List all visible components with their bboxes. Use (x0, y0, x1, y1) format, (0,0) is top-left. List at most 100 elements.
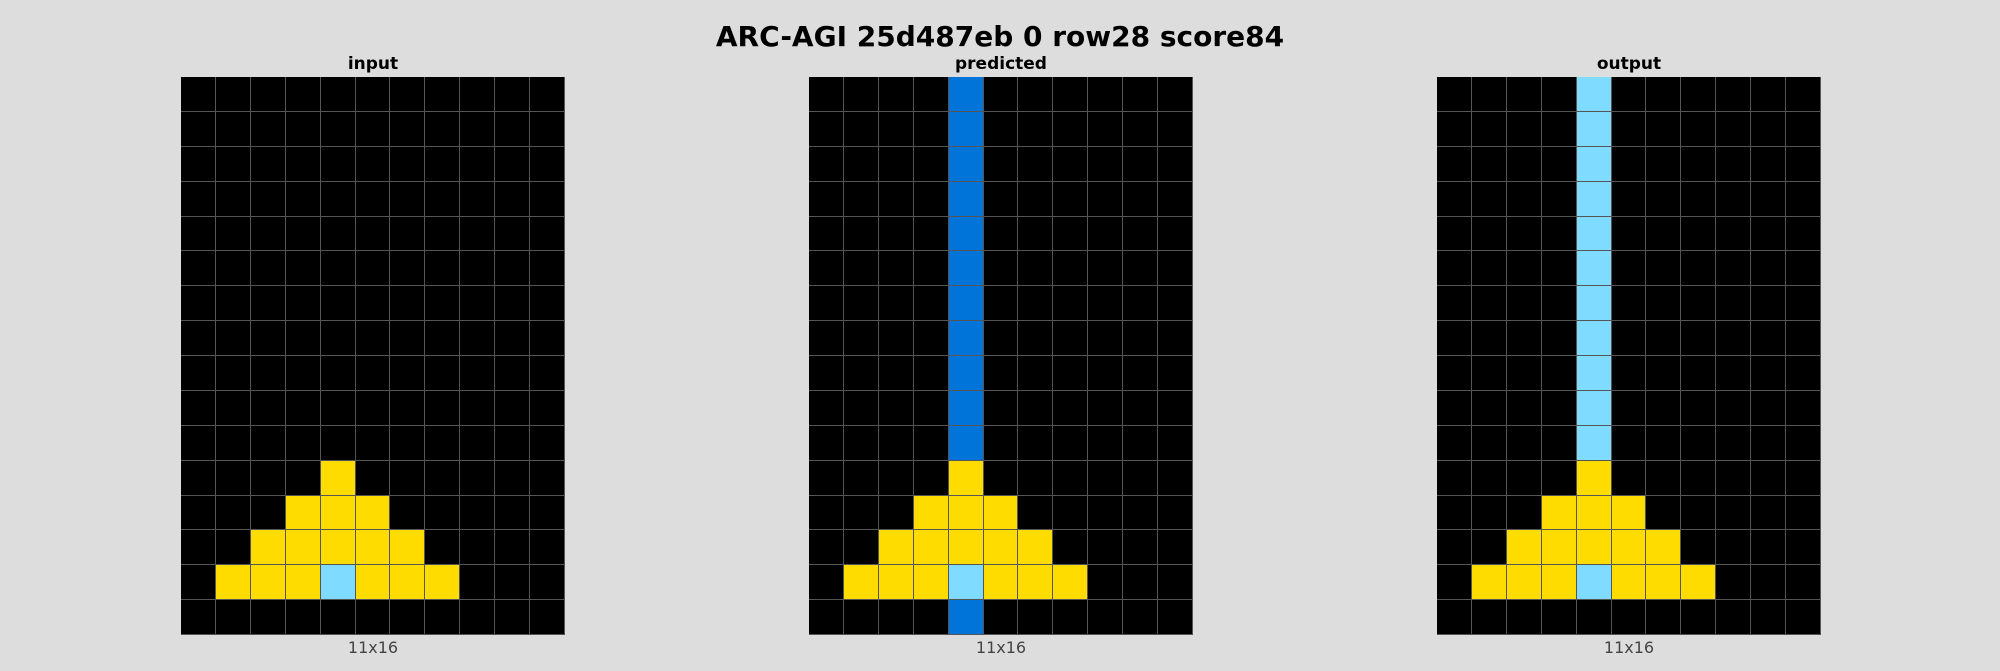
grid-cell (1786, 77, 1821, 112)
grid-cell (530, 146, 565, 182)
grid-cell (913, 530, 949, 566)
grid-cell (1158, 146, 1193, 182)
grid-cell (913, 146, 949, 182)
grid-cell (1716, 216, 1752, 252)
grid-cell (1646, 251, 1682, 287)
grid-cell (948, 425, 984, 461)
grid-cell (460, 181, 496, 217)
grid-cell (913, 111, 949, 147)
grid-cell (878, 181, 914, 217)
grid-cell (913, 425, 949, 461)
grid-cell (1437, 600, 1472, 635)
grid-cell (1751, 321, 1787, 356)
grid-cell (355, 565, 391, 601)
grid-cell (495, 77, 531, 112)
grid-cell (878, 390, 914, 426)
grid-cell (1786, 530, 1821, 566)
grid-cell (1506, 111, 1542, 147)
grid-cell (1437, 321, 1472, 356)
grid-cell (878, 460, 914, 496)
grid-cell (320, 251, 356, 287)
grid-cell (1123, 146, 1159, 182)
grid-cell (320, 216, 356, 252)
grid-cell (1646, 530, 1682, 566)
grid-cell (1158, 390, 1193, 426)
grid-cell (215, 390, 251, 426)
grid-cell (530, 181, 565, 217)
grid-cell (1716, 146, 1752, 182)
grid-cell (913, 181, 949, 217)
grid-cell (181, 565, 216, 601)
grid-cell (1786, 390, 1821, 426)
grid-cell (1681, 495, 1717, 531)
grid-cell (1018, 425, 1054, 461)
grid-cell (1506, 251, 1542, 287)
grid-cell (983, 146, 1019, 182)
grid-cell (1646, 321, 1682, 356)
grid-cell (495, 460, 531, 496)
grid-cell (843, 251, 879, 287)
grid-cell (460, 77, 496, 112)
grid-cell (1506, 425, 1542, 461)
grid-cell (1576, 146, 1612, 182)
grid-cell (1053, 390, 1089, 426)
grid-cell (948, 600, 984, 635)
grid-cell (250, 181, 286, 217)
grid-cell (285, 251, 321, 287)
grid-cell (425, 495, 461, 531)
grid-cell (843, 356, 879, 391)
grid-cell (983, 216, 1019, 252)
grid-cell (355, 460, 391, 496)
grid-cell (215, 321, 251, 356)
grid-cell (250, 495, 286, 531)
grid-cell (1471, 390, 1507, 426)
grid-cell (1576, 216, 1612, 252)
grid-cell (495, 286, 531, 322)
grid-cell (390, 321, 426, 356)
grid-cell (809, 77, 844, 112)
grid-cell (948, 321, 984, 356)
grid-cell (355, 495, 391, 531)
grid-cell (495, 111, 531, 147)
grid-cell (1158, 600, 1193, 635)
grid-cell (1716, 600, 1752, 635)
grid-cell (1786, 111, 1821, 147)
grid-cell (1018, 111, 1054, 147)
grid-cell (425, 600, 461, 635)
grid-cell (530, 425, 565, 461)
grid-cell (1018, 321, 1054, 356)
grid-cell (1576, 390, 1612, 426)
grid-cell (1611, 565, 1647, 601)
grid-cell (495, 495, 531, 531)
grid-cell (495, 565, 531, 601)
grid-cell (1088, 146, 1124, 182)
grid-cell (250, 565, 286, 601)
grid-cell (948, 356, 984, 391)
grid-cell (181, 460, 216, 496)
grid-cell (843, 181, 879, 217)
grid-cell (1681, 600, 1717, 635)
grid-cell (843, 146, 879, 182)
grid-cell (1716, 425, 1752, 461)
grid-cell (1576, 425, 1612, 461)
grid-cell (913, 565, 949, 601)
grid-cell (983, 425, 1019, 461)
grid-cell (1123, 460, 1159, 496)
grid-cell (1681, 251, 1717, 287)
grid-cell (250, 111, 286, 147)
grid-cell (1088, 181, 1124, 217)
grid-cell (843, 600, 879, 635)
grid-cell (1681, 216, 1717, 252)
grid-cell (320, 425, 356, 461)
grid-cell (843, 530, 879, 566)
grid-cell (1123, 181, 1159, 217)
grid-cell (181, 286, 216, 322)
grid-cell (1123, 111, 1159, 147)
grid-cell (809, 530, 844, 566)
grid-cell (355, 356, 391, 391)
grid-cell (1681, 321, 1717, 356)
grid-cell (1716, 286, 1752, 322)
grid-cell (1437, 111, 1472, 147)
grid-cell (495, 390, 531, 426)
grid-cell (1053, 600, 1089, 635)
